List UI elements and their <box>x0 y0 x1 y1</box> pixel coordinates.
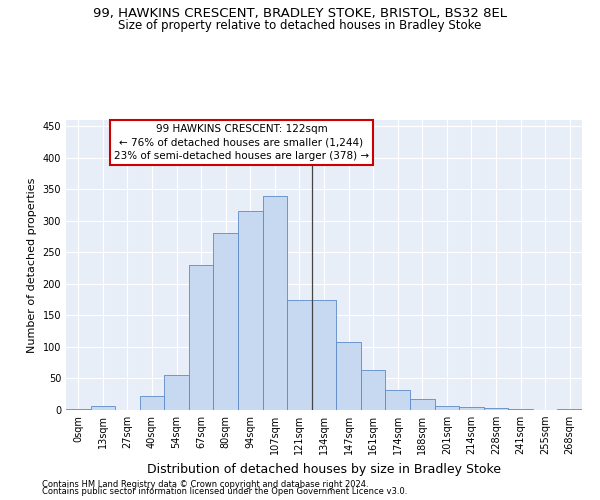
Bar <box>214 234 238 410</box>
Bar <box>66 408 91 410</box>
X-axis label: Distribution of detached houses by size in Bradley Stoke: Distribution of detached houses by size … <box>147 462 501 475</box>
Bar <box>508 408 533 410</box>
Bar <box>459 407 484 410</box>
Text: 99, HAWKINS CRESCENT, BRADLEY STOKE, BRISTOL, BS32 8EL: 99, HAWKINS CRESCENT, BRADLEY STOKE, BRI… <box>93 8 507 20</box>
Bar <box>189 265 214 410</box>
Bar <box>312 300 336 410</box>
Bar <box>238 212 263 410</box>
Bar <box>91 406 115 410</box>
Text: Contains public sector information licensed under the Open Government Licence v3: Contains public sector information licen… <box>42 487 407 496</box>
Bar <box>557 408 582 410</box>
Text: 99 HAWKINS CRESCENT: 122sqm
← 76% of detached houses are smaller (1,244)
23% of : 99 HAWKINS CRESCENT: 122sqm ← 76% of det… <box>114 124 369 161</box>
Bar <box>336 342 361 410</box>
Text: Size of property relative to detached houses in Bradley Stoke: Size of property relative to detached ho… <box>118 18 482 32</box>
Y-axis label: Number of detached properties: Number of detached properties <box>27 178 37 352</box>
Bar <box>385 390 410 410</box>
Bar <box>287 300 312 410</box>
Bar <box>434 406 459 410</box>
Bar <box>484 408 508 410</box>
Bar <box>140 396 164 410</box>
Bar <box>410 398 434 410</box>
Bar <box>361 370 385 410</box>
Bar <box>164 376 189 410</box>
Text: Contains HM Land Registry data © Crown copyright and database right 2024.: Contains HM Land Registry data © Crown c… <box>42 480 368 489</box>
Bar <box>263 196 287 410</box>
